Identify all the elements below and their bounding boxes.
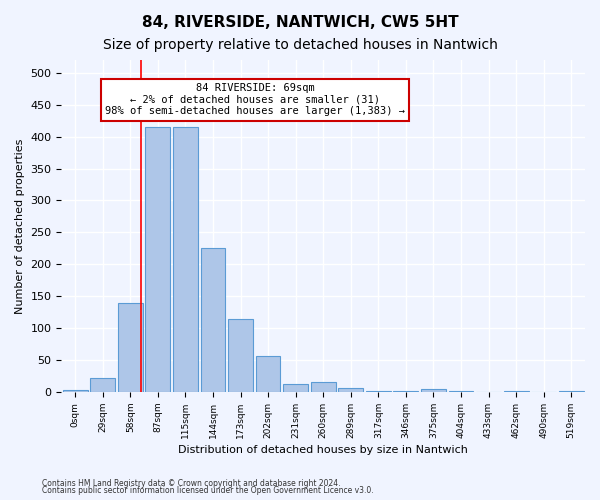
Bar [256, 356, 280, 392]
Y-axis label: Number of detached properties: Number of detached properties [15, 138, 25, 314]
Bar [145, 127, 170, 392]
Bar [366, 390, 391, 392]
Text: Contains HM Land Registry data © Crown copyright and database right 2024.: Contains HM Land Registry data © Crown c… [42, 478, 341, 488]
Bar [559, 390, 584, 392]
Bar [338, 388, 363, 392]
Text: Size of property relative to detached houses in Nantwich: Size of property relative to detached ho… [103, 38, 497, 52]
Text: 84, RIVERSIDE, NANTWICH, CW5 5HT: 84, RIVERSIDE, NANTWICH, CW5 5HT [142, 15, 458, 30]
Bar [63, 390, 88, 392]
Bar [200, 248, 226, 392]
Bar [421, 390, 446, 392]
Text: Contains public sector information licensed under the Open Government Licence v3: Contains public sector information licen… [42, 486, 374, 495]
X-axis label: Distribution of detached houses by size in Nantwich: Distribution of detached houses by size … [178, 445, 468, 455]
Text: 84 RIVERSIDE: 69sqm
← 2% of detached houses are smaller (31)
98% of semi-detache: 84 RIVERSIDE: 69sqm ← 2% of detached hou… [105, 83, 405, 116]
Bar [283, 384, 308, 392]
Bar [118, 302, 143, 392]
Bar [311, 382, 335, 392]
Bar [91, 378, 115, 392]
Bar [228, 318, 253, 392]
Bar [173, 127, 198, 392]
